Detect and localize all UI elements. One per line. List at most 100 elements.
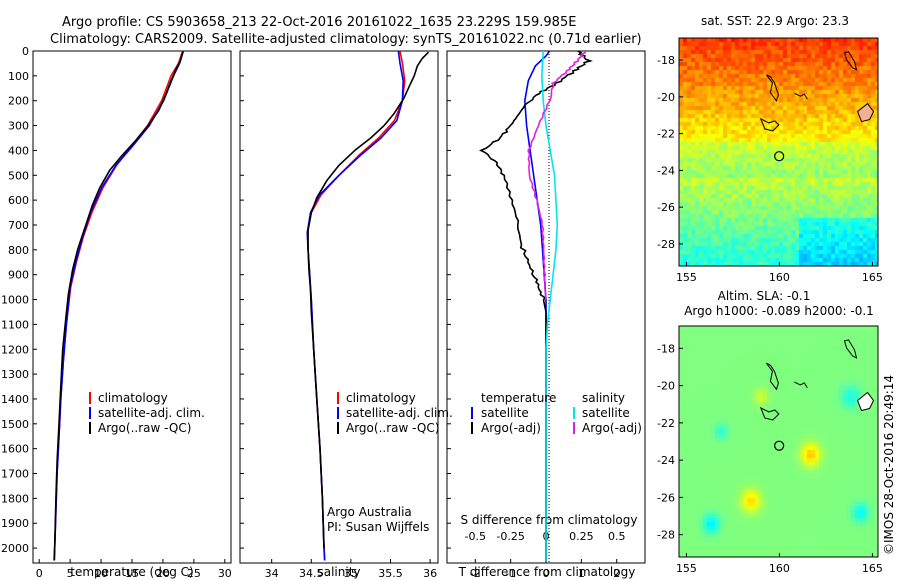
sla-cell (679, 410, 684, 415)
sst-cell (835, 186, 840, 191)
sst-cell (847, 206, 852, 211)
sla-cell (847, 438, 852, 443)
sla-cell (747, 426, 752, 431)
sla-cell (787, 402, 792, 407)
sst-cell (847, 58, 852, 63)
sla-cell (735, 330, 740, 335)
sla-cell (743, 470, 748, 475)
sst-cell (743, 158, 748, 163)
sla-cell (799, 402, 804, 407)
depth-tick-label: 700 (8, 219, 29, 232)
sst-cell (691, 46, 696, 51)
sla-cell (767, 430, 772, 435)
sst-cell (863, 142, 868, 147)
sla-cell (703, 446, 708, 451)
sst-cell (863, 222, 868, 227)
sst-cell (819, 146, 824, 151)
sst-cell (811, 50, 816, 55)
sst-cell (823, 122, 828, 127)
sst-cell (803, 102, 808, 107)
sla-cell (691, 398, 696, 403)
sla-cell (767, 342, 772, 347)
sst-cell (839, 242, 844, 247)
sst-cell (715, 202, 720, 207)
sst-cell (763, 202, 768, 207)
sla-cell (843, 422, 848, 427)
sst-cell (679, 166, 684, 171)
sst-cell (791, 190, 796, 195)
sst-cell (763, 46, 768, 51)
sst-cell (695, 130, 700, 135)
sla-cell (799, 374, 804, 379)
sla-cell (847, 446, 852, 451)
sst-cell (747, 46, 752, 51)
sla-cell (795, 334, 800, 339)
sla-cell (819, 410, 824, 415)
sst-cell (867, 74, 872, 79)
sla-cell (755, 450, 760, 455)
sst-cell (811, 38, 816, 43)
sla-cell (859, 330, 864, 335)
sst-cell (831, 234, 836, 239)
sst-cell (703, 110, 708, 115)
sla-cell (783, 478, 788, 483)
sla-cell (843, 358, 848, 363)
sla-cell (719, 382, 724, 387)
sst-cell (691, 42, 696, 47)
sst-cell (695, 182, 700, 187)
sst-cell (871, 70, 876, 75)
sla-cell (731, 374, 736, 379)
sst-cell (807, 106, 812, 111)
sla-cell (715, 386, 720, 391)
sst-cell (831, 62, 836, 67)
sst-cell (831, 166, 836, 171)
sst-cell (759, 134, 764, 139)
sla-cell (707, 342, 712, 347)
sst-cell (691, 174, 696, 179)
sst-cell (863, 226, 868, 231)
sst-cell (771, 82, 776, 87)
sla-cell (759, 402, 764, 407)
sst-cell (823, 38, 828, 43)
sst-cell (819, 186, 824, 191)
sla-cell (855, 394, 860, 399)
sla-cell (823, 358, 828, 363)
sst-cell (807, 146, 812, 151)
sst-cell (835, 162, 840, 167)
sla-cell (763, 386, 768, 391)
sst-cell (767, 142, 772, 147)
sla-cell (683, 402, 688, 407)
sla-cell (831, 434, 836, 439)
sla-cell (739, 366, 744, 371)
sla-cell (839, 390, 844, 395)
x-tick-label: 34 (265, 567, 279, 580)
sst-cell (711, 214, 716, 219)
sla-cell (819, 390, 824, 395)
sst-cell (707, 118, 712, 123)
sla-cell (807, 466, 812, 471)
sst-cell (731, 158, 736, 163)
sst-cell (819, 82, 824, 87)
sla-cell (691, 382, 696, 387)
sst-cell (847, 38, 852, 43)
sst-cell (875, 262, 878, 266)
sst-cell (855, 146, 860, 151)
sst-cell (851, 234, 856, 239)
sst-cell (823, 86, 828, 91)
sst-cell (695, 222, 700, 227)
sla-cell (843, 402, 848, 407)
sst-cell (783, 138, 788, 143)
sst-cell (807, 54, 812, 59)
sst-cell (771, 222, 776, 227)
sst-cell (839, 130, 844, 135)
sst-cell (803, 254, 808, 259)
sst-cell (723, 86, 728, 91)
sla-cell (827, 330, 832, 335)
sst-cell (871, 134, 876, 139)
sla-cell (875, 378, 878, 383)
sst-cell (875, 186, 878, 191)
sla-cell (691, 462, 696, 467)
sst-cell (683, 86, 688, 91)
sla-cell (699, 398, 704, 403)
sla-cell (791, 454, 796, 459)
